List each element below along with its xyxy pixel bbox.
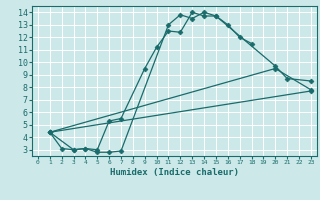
- X-axis label: Humidex (Indice chaleur): Humidex (Indice chaleur): [110, 168, 239, 177]
